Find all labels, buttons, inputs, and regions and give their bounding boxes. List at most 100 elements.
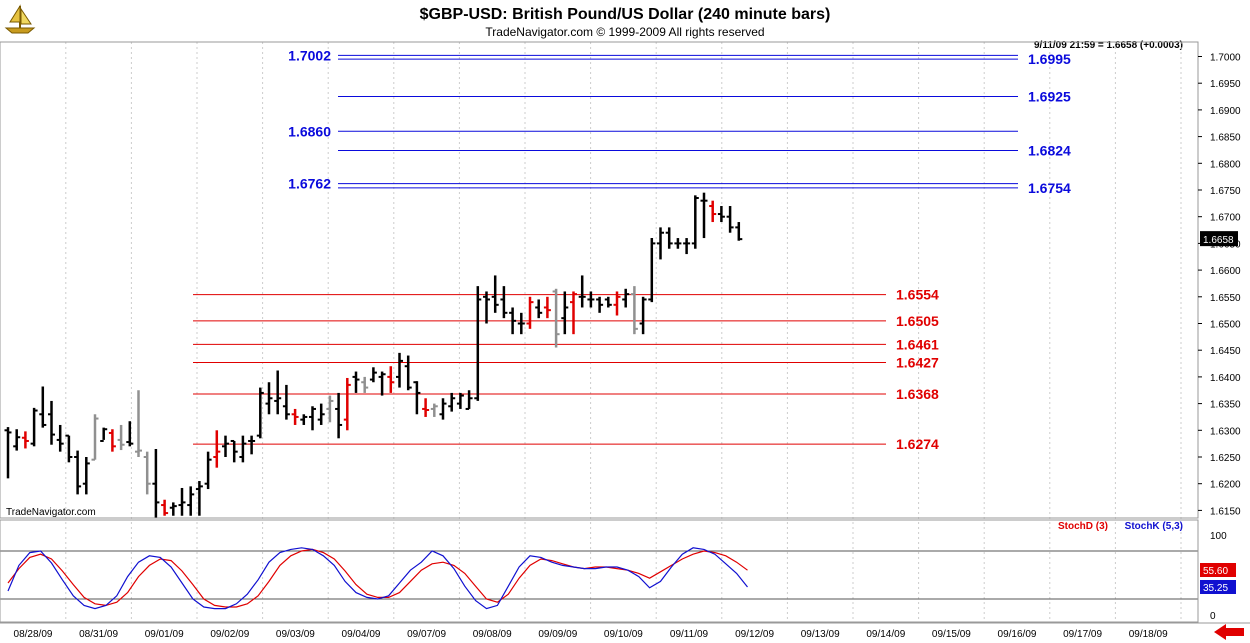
stochastic-indicator (0, 547, 1198, 610)
resistance-label: 1.7002 (288, 47, 331, 63)
x-tick-label: 08/28/09 (14, 629, 53, 640)
trade-navigator-logo-icon[interactable] (4, 4, 36, 34)
ohlc-bar (248, 435, 256, 455)
stoch-last-label: 55.60 (1203, 566, 1228, 577)
y-tick-label: 1.6750 (1210, 186, 1241, 197)
ohlc-bar (613, 291, 621, 316)
y-tick-label: 1.6800 (1210, 159, 1241, 170)
x-tick-label: 09/02/09 (210, 629, 249, 640)
ohlc-bar (448, 392, 456, 412)
resistance-label: 1.6824 (1028, 142, 1071, 158)
ohlc-bar (282, 384, 290, 420)
ohlc-bar (335, 392, 343, 439)
ohlc-bar (691, 195, 699, 249)
resistance-label: 1.6754 (1028, 180, 1071, 196)
ohlc-bar (465, 390, 473, 410)
x-tick-label: 09/10/09 (604, 629, 643, 640)
ohlc-bar (152, 448, 160, 519)
ohlc-bar (361, 376, 369, 393)
ohlc-bar (100, 427, 108, 442)
last-price-box (1200, 231, 1238, 247)
ohlc-bar (309, 406, 316, 431)
ohlc-bar (178, 487, 186, 516)
x-tick-label: 09/01/09 (145, 629, 184, 640)
scroll-right-arrow-icon[interactable] (1213, 624, 1247, 640)
ohlc-bar (13, 429, 21, 451)
ohlc-bar (378, 371, 386, 396)
ohlc-bar (387, 366, 395, 393)
ohlc-bar (491, 275, 499, 313)
ohlc-bar (239, 435, 247, 463)
ohlc-bar (369, 367, 377, 383)
ohlc-bar (352, 371, 360, 393)
y-tick-label: 1.7000 (1210, 53, 1241, 64)
support-label: 1.6274 (896, 436, 939, 452)
ohlc-bar (222, 435, 229, 457)
ohlc-bar (108, 429, 116, 452)
ohlc-bar (709, 200, 717, 223)
x-tick-label: 09/04/09 (342, 629, 381, 640)
y-tick-label: 1.6450 (1210, 346, 1241, 357)
ohlc-bar (169, 502, 177, 516)
ohlc-bar (187, 486, 195, 516)
y-tick-label: 1.6900 (1210, 106, 1241, 117)
ohlc-bar (300, 414, 308, 425)
ohlc-bar (256, 387, 264, 439)
ohlc-bar (422, 398, 430, 417)
y-tick-label: 1.6850 (1210, 133, 1241, 144)
y-tick-label: 1.6500 (1210, 320, 1241, 331)
y-tick-label: 1.6400 (1210, 373, 1241, 384)
x-tick-label: 08/31/09 (79, 629, 118, 640)
quote-readout: 9/11/09 21:59 = 1.6658 (+0.0003) (1034, 40, 1183, 51)
ohlc-bar (117, 424, 125, 451)
y-tick-label: 1.6350 (1210, 400, 1241, 411)
price-bars (4, 192, 743, 519)
price-panel-frame (0, 41, 1199, 519)
ohlc-bar (4, 427, 12, 479)
resistance-label: 1.6860 (288, 123, 331, 139)
legend-stochk: StochK (5,3) (1125, 521, 1183, 532)
x-tick-label: 09/09/09 (538, 629, 577, 640)
ohlc-bar (74, 450, 82, 495)
support-label: 1.6554 (896, 287, 939, 303)
watermark: TradeNavigator.com (6, 507, 96, 518)
legend-stochd: StochD (3) (1058, 521, 1108, 532)
ohlc-bar (622, 288, 630, 308)
ohlc-bar (639, 296, 647, 335)
y-tick-label: 1.6700 (1210, 213, 1241, 224)
ohlc-bar (717, 206, 725, 223)
ohlc-bar (204, 451, 212, 490)
ohlc-bar (648, 238, 656, 303)
ohlc-bar (30, 407, 38, 447)
ohlc-bar (413, 381, 421, 415)
last-price-label: 1.6658 (1203, 235, 1234, 246)
ohlc-bar (674, 238, 682, 249)
ohlc-bar (570, 291, 577, 335)
x-tick-label: 09/14/09 (866, 629, 905, 640)
x-tick-label: 09/16/09 (998, 629, 1037, 640)
ohlc-bar (474, 286, 482, 401)
x-tick-label: 09/17/09 (1063, 629, 1102, 640)
ohlc-bar (317, 403, 325, 425)
x-tick-label: 09/18/09 (1129, 629, 1168, 640)
ohlc-bar (700, 192, 708, 239)
ohlc-bar (396, 352, 403, 388)
x-tick-label: 09/03/09 (276, 629, 315, 640)
x-tick-label: 09/13/09 (801, 629, 840, 640)
y-tick-label: 1.6950 (1210, 79, 1241, 90)
ohlc-bar (230, 439, 238, 463)
stoch-y-tick-label: 0 (1210, 611, 1216, 622)
ohlc-bar (39, 386, 47, 428)
ohlc-bar (500, 286, 508, 319)
y-tick-label: 1.6150 (1210, 506, 1241, 517)
stoch-last-label: 35.25 (1203, 583, 1228, 594)
ohlc-bar (735, 222, 743, 241)
ohlc-bar (439, 398, 447, 420)
ohlc-bar (430, 403, 438, 417)
ohlc-bar (195, 481, 203, 516)
ohlc-bar (535, 299, 543, 319)
stoch-last-box (1200, 563, 1236, 577)
ohlc-bar (683, 238, 691, 255)
ohlc-bar (526, 296, 534, 329)
